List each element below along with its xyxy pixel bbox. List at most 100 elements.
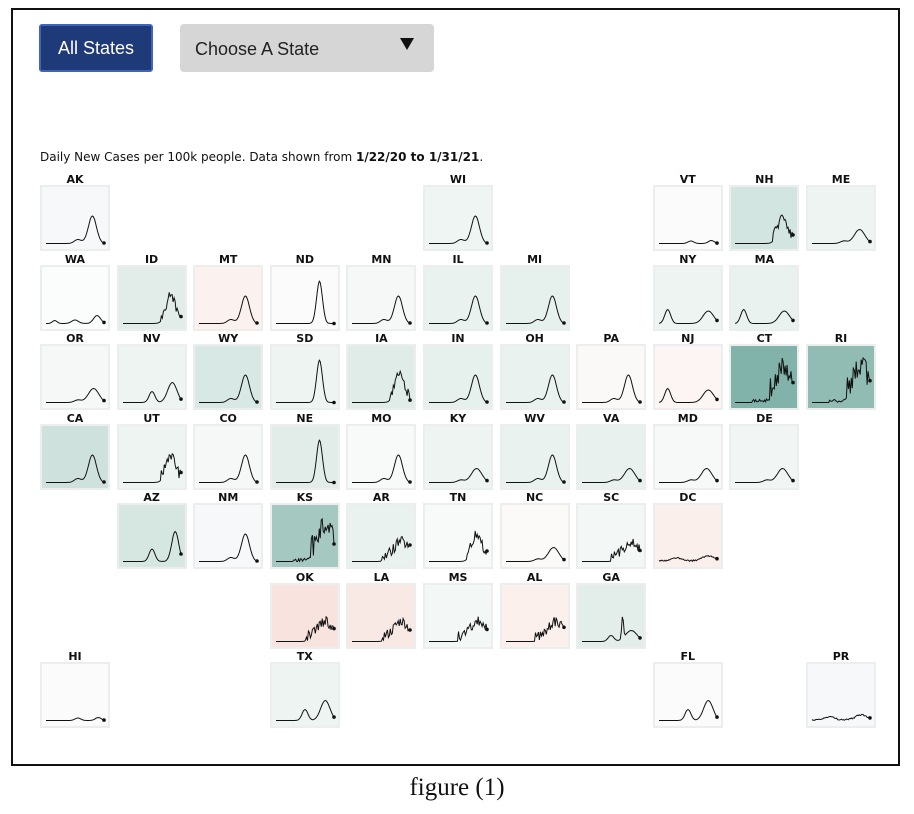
state-tile-ct[interactable]: CT — [729, 332, 800, 410]
state-tile-ne[interactable]: NE — [269, 412, 340, 490]
state-sparkline-box — [576, 344, 647, 410]
state-sparkline-box — [499, 582, 570, 649]
state-tile-id[interactable]: ID — [116, 253, 187, 331]
state-tile-ma[interactable]: MA — [729, 253, 800, 331]
state-tile-mo[interactable]: MO — [346, 412, 417, 490]
state-sparkline-box — [729, 264, 800, 331]
sparkline-endpoint — [868, 239, 872, 244]
state-sparkline-box — [269, 503, 340, 569]
state-sparkline-box — [499, 344, 570, 410]
state-sparkline — [199, 533, 259, 563]
sparkline-path — [122, 291, 181, 324]
state-code-label: TN — [449, 491, 467, 504]
state-tile-nj[interactable]: NJ — [652, 332, 723, 410]
state-code-label: MT — [218, 252, 238, 266]
state-sparkline-box — [423, 503, 493, 569]
sparkline-path — [812, 228, 871, 244]
state-tile-nv[interactable]: NV — [116, 332, 187, 410]
state-tile-ut[interactable]: UT — [116, 412, 187, 490]
state-tile-wi[interactable]: WI — [423, 173, 493, 251]
state-sparkline — [275, 517, 336, 563]
state-code-label: DC — [679, 491, 697, 504]
state-tile-tn[interactable]: TN — [423, 491, 493, 569]
state-tile-nh[interactable]: NH — [729, 173, 800, 251]
state-tile-in[interactable]: IN — [423, 332, 493, 410]
state-tile-mn[interactable]: MN — [346, 253, 417, 331]
state-tile-ar[interactable]: AR — [346, 491, 417, 569]
state-sparkline — [658, 699, 719, 721]
state-tile-ks[interactable]: KS — [269, 491, 340, 569]
state-tile-tx[interactable]: TX — [269, 650, 340, 728]
state-code-label: AZ — [143, 491, 160, 504]
state-tile-wv[interactable]: WV — [499, 412, 570, 490]
sparkline-endpoint — [102, 479, 106, 484]
state-tile-md[interactable]: MD — [652, 412, 723, 490]
state-sparkline — [199, 453, 259, 484]
state-sparkline-box — [423, 264, 493, 331]
description-end: . — [479, 150, 484, 164]
state-tile-vt[interactable]: VT — [652, 173, 723, 251]
state-tile-hi[interactable]: HI — [40, 650, 110, 728]
state-tile-nd[interactable]: ND — [269, 252, 340, 331]
state-tile-wa[interactable]: WA — [40, 253, 110, 331]
state-tile-ms[interactable]: MS — [423, 571, 493, 649]
state-sparkline — [122, 530, 183, 562]
state-tile-sc[interactable]: SC — [576, 491, 647, 569]
state-tile-pr[interactable]: PR — [806, 650, 876, 728]
state-tile-sd[interactable]: SD — [269, 332, 340, 410]
state-sparkline — [429, 374, 489, 404]
state-tile-ga[interactable]: GA — [576, 571, 647, 649]
state-tile-ok[interactable]: OK — [269, 571, 340, 649]
state-tile-ky[interactable]: KY — [423, 412, 493, 490]
sparkline-path — [505, 616, 565, 642]
sparkline-path — [429, 467, 488, 483]
state-tile-mi[interactable]: MI — [499, 253, 570, 331]
sparkline-path — [199, 533, 258, 562]
state-sparkline — [275, 438, 336, 484]
state-tile-az[interactable]: AZ — [116, 491, 187, 569]
state-sparkline-box — [499, 423, 570, 490]
state-tile-mt[interactable]: MT — [193, 252, 264, 331]
state-tile-dc[interactable]: DC — [652, 491, 723, 569]
state-sparkline — [122, 291, 183, 324]
state-tile-oh[interactable]: OH — [499, 332, 570, 410]
state-tile-ri[interactable]: RI — [806, 332, 876, 410]
state-tile-nm[interactable]: NM — [193, 491, 264, 569]
state-tile-fl[interactable]: FL — [652, 650, 723, 728]
sparkline-path — [122, 381, 182, 403]
all-states-button[interactable]: All States — [39, 24, 153, 72]
sparkline-path — [352, 453, 411, 483]
sparkline-path — [658, 387, 718, 403]
sparkline-endpoint — [485, 478, 489, 482]
state-tile-il[interactable]: IL — [423, 253, 493, 331]
state-code-label: ME — [831, 173, 851, 186]
state-tile-de[interactable]: DE — [729, 412, 800, 490]
state-tile-pa[interactable]: PA — [576, 332, 647, 410]
state-sparkline — [658, 467, 719, 483]
sparkline-path — [429, 616, 488, 642]
state-tile-wy[interactable]: WY — [193, 332, 264, 410]
state-tile-me[interactable]: ME — [806, 173, 876, 251]
state-code-label: IA — [375, 332, 388, 345]
state-tile-ca[interactable]: CA — [40, 412, 110, 490]
state-select-dropdown[interactable]: Choose A State — [180, 24, 434, 72]
state-tile-ak[interactable]: AK — [40, 173, 110, 251]
state-tile-nc[interactable]: NC — [499, 491, 570, 569]
sparkline-endpoint — [255, 320, 259, 325]
sparkline-path — [352, 616, 411, 642]
state-tile-co[interactable]: CO — [193, 412, 264, 490]
state-sparkline — [505, 374, 566, 404]
sparkline-path — [46, 453, 105, 483]
sparkline-endpoint — [561, 400, 566, 404]
state-sparkline-box — [499, 264, 570, 331]
state-tile-or[interactable]: OR — [40, 332, 110, 410]
state-code-label: ND — [295, 252, 314, 266]
state-sparkline — [352, 369, 413, 403]
state-code-label: KS — [296, 491, 314, 504]
sparkline-endpoint — [408, 543, 413, 547]
state-tile-al[interactable]: AL — [499, 571, 570, 649]
state-tile-va[interactable]: VA — [576, 412, 647, 490]
state-tile-ia[interactable]: IA — [346, 332, 417, 410]
state-tile-ny[interactable]: NY — [652, 253, 723, 331]
state-tile-la[interactable]: LA — [346, 571, 417, 649]
